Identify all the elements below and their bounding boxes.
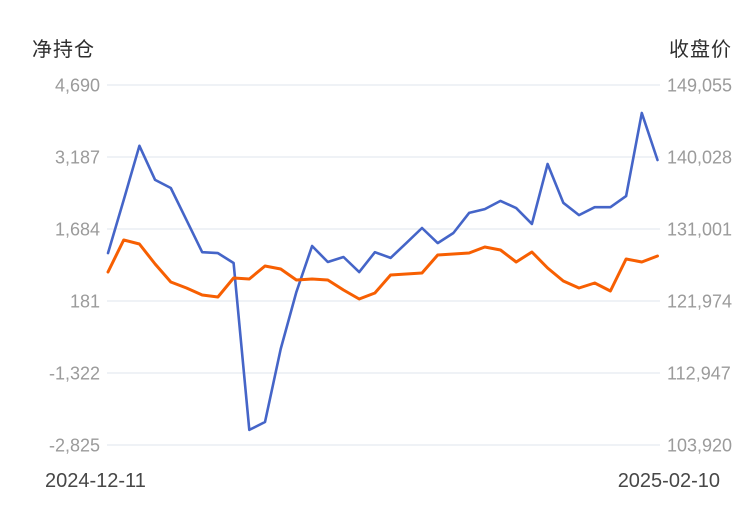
x-axis-start-date: 2024-12-11: [45, 470, 146, 492]
right-axis-tick-label: 131,001: [667, 220, 732, 240]
x-axis-end-date: 2025-02-10: [617, 470, 720, 492]
left-axis-tick-label: 181: [70, 292, 100, 312]
left-axis-tick-label: -1,322: [49, 364, 100, 384]
left-axis-tick-label: 3,187: [55, 148, 100, 168]
left-axis-tick-label: -2,825: [49, 436, 100, 456]
left-axis-tick-label: 4,690: [55, 76, 100, 96]
right-axis-tick-label: 103,920: [667, 436, 732, 456]
series-line-net-position: [106, 111, 659, 432]
right-axis-tick-label: 149,055: [667, 76, 732, 96]
left-axis-title: 净持仓: [32, 39, 95, 61]
right-axis-tick-label: 140,028: [667, 148, 732, 168]
right-axis-tick-label: 121,974: [667, 292, 732, 312]
series-line-close-price: [106, 238, 659, 301]
left-axis-tick-label: 1,684: [55, 220, 100, 240]
right-axis-tick-label: 112,947: [667, 364, 731, 384]
right-axis-title: 收盘价: [669, 39, 732, 61]
